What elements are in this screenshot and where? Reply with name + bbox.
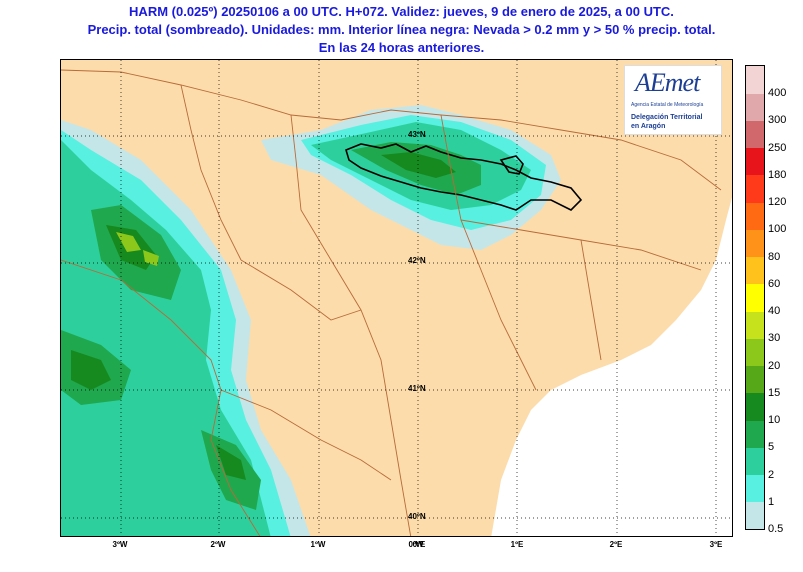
legend-swatch-0.5 (746, 501, 764, 530)
legend-label-0.5: 0.5 (768, 523, 784, 535)
lat-label-40n: 40ºN (408, 512, 426, 521)
legend-swatch-400 (746, 66, 764, 94)
legend-swatch-30 (746, 311, 764, 339)
legend-swatch-300 (746, 93, 764, 121)
legend-swatch-180 (746, 147, 764, 176)
legend-label-180: 180 (768, 168, 787, 181)
province-borders (61, 69, 722, 536)
lon-label-3w: 3ºW (112, 540, 128, 549)
precip-west-10mm (71, 225, 246, 480)
precip-west-5mm (61, 205, 261, 510)
lon-label-2w: 2ºW (210, 540, 226, 549)
legend-label-100: 100 (768, 223, 787, 236)
legend-label-120: 120 (768, 196, 787, 209)
map-title-line2: Precip. total (sombreado). Unidades: mm.… (87, 22, 716, 37)
legend-label-1: 1 (768, 495, 775, 508)
legend-label-80: 80 (768, 250, 781, 263)
legend-label-250: 250 (768, 141, 787, 154)
legend-swatch-15 (746, 365, 764, 394)
delegation-line2: en Aragón (631, 123, 666, 130)
lon-label-0w: 0ºW (408, 540, 424, 549)
legend-swatch-60 (746, 256, 764, 285)
lon-label-3e: 3ºE (709, 540, 723, 549)
legend-swatch-120 (746, 174, 764, 203)
legend-label-5: 5 (768, 441, 775, 454)
legend-label-300: 300 (768, 114, 787, 127)
legend-label-400: 400 (768, 87, 787, 100)
legend-swatch-80 (746, 229, 764, 258)
legend-label-40: 40 (768, 305, 781, 318)
legend-swatch-40 (746, 283, 764, 312)
lat-label-43n: 43ºN (408, 130, 426, 139)
legend-label-20: 20 (768, 359, 781, 372)
aemet-agency-text: Agencia Estatal de Meteorología (631, 102, 704, 108)
snow-contour-east (499, 155, 524, 175)
map-title-line1: HARM (0.025º) 20250106 a 00 UTC. H+072. … (129, 4, 674, 19)
lon-label-1e: 1ºE (510, 540, 524, 549)
lat-label-41n: 41ºN (408, 384, 426, 393)
delegation-line1: Delegación Territorial (631, 114, 703, 121)
precip-west-20mm (116, 232, 159, 266)
lon-label-0e: 0ºE (412, 540, 426, 549)
lon-label-2e: 2ºE (609, 540, 623, 549)
legend-label-60: 60 (768, 277, 781, 290)
precipitation-map (60, 59, 733, 537)
graticule (61, 60, 732, 536)
legend-label-10: 10 (768, 414, 781, 427)
aemet-brand-text: AEmet (635, 68, 700, 97)
lon-label-1w: 1ºW (310, 540, 326, 549)
map-title-line3: En las 24 horas anteriores. (318, 40, 485, 55)
snow-contour (345, 143, 583, 211)
legend-label-30: 30 (768, 332, 781, 345)
legend-label-2: 2 (768, 468, 775, 481)
precip-pyrenees-10mm (381, 152, 456, 178)
aemet-logo: AEmet Agencia Estatal de Meteorología De… (624, 65, 722, 135)
legend-swatch-2 (746, 447, 764, 476)
legend-swatch-100 (746, 202, 764, 230)
legend-label-15: 15 (768, 386, 781, 399)
legend-swatch-20 (746, 338, 764, 367)
legend-swatch-5 (746, 420, 764, 448)
precip-legend (745, 65, 765, 530)
lat-label-42n: 42ºN (408, 256, 426, 265)
legend-swatch-10 (746, 392, 764, 421)
aemet-delegation-text: Delegación Territorial en Aragón (631, 113, 702, 131)
legend-swatch-1 (746, 474, 764, 503)
legend-swatch-250 (746, 120, 764, 149)
